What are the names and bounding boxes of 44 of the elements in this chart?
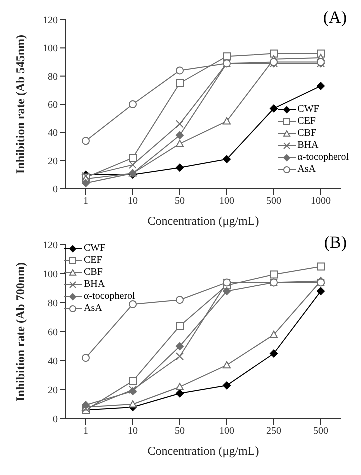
x-tick-label: 500	[314, 426, 328, 438]
x-tick-label: 10	[128, 196, 138, 208]
legend-label: CBF	[298, 128, 317, 140]
x-axis-title: Concentration (μg/mL)	[148, 444, 260, 458]
y-tick-label: 80	[48, 298, 58, 310]
legend-label: AsA	[298, 164, 316, 176]
y-tick-label: 20	[48, 156, 58, 168]
y-axis-title: Inhibition rate (Ab 700nm)	[13, 262, 28, 402]
y-tick-label: 40	[48, 128, 58, 140]
x-tick-label: 50	[175, 426, 185, 438]
legend-label: CBF	[84, 267, 103, 279]
y-tick-label: 80	[48, 72, 58, 83]
annotation: (A)	[323, 8, 347, 28]
y-axis-title: Inhibition rate (Ab 545nm)	[13, 34, 28, 174]
y-tick-label: 60	[48, 100, 58, 112]
legend-label: α-tocopherol	[84, 291, 136, 303]
legend-label: BHA	[84, 279, 106, 291]
x-tick-label: 500	[266, 196, 282, 208]
legend-label: BHA	[298, 140, 319, 152]
y-tick-label: 120	[43, 16, 58, 27]
x-axis-title: Concentration (μg/mL)	[148, 214, 260, 228]
x-tick-label: 10	[128, 426, 138, 438]
y-tick-label: 60	[48, 328, 58, 339]
y-tick-label: 100	[43, 270, 58, 281]
y-tick-label: 120	[43, 240, 58, 252]
y-tick-label: 40	[48, 356, 58, 368]
x-tick-label: 1	[84, 426, 88, 438]
legend-label: CWF	[298, 104, 320, 116]
legend-label: CEF	[298, 116, 316, 128]
x-tick-label: 100	[220, 196, 234, 208]
x-tick-label: 250	[266, 426, 282, 438]
x-tick-label: 50	[175, 196, 185, 208]
x-tick-label: 1000	[311, 196, 331, 208]
legend-label: α-tocopherol	[298, 152, 349, 164]
y-tick-label: 0	[53, 184, 58, 196]
legend-label: CWF	[84, 243, 106, 255]
legend-label: AsA	[84, 303, 102, 315]
y-tick-label: 20	[48, 386, 58, 397]
annotation: (B)	[324, 233, 347, 253]
x-tick-label: 1	[84, 196, 88, 208]
x-tick-label: 100	[220, 426, 234, 438]
legend-label: CEF	[84, 255, 102, 267]
y-tick-label: 0	[53, 414, 58, 426]
y-tick-label: 100	[43, 44, 58, 55]
